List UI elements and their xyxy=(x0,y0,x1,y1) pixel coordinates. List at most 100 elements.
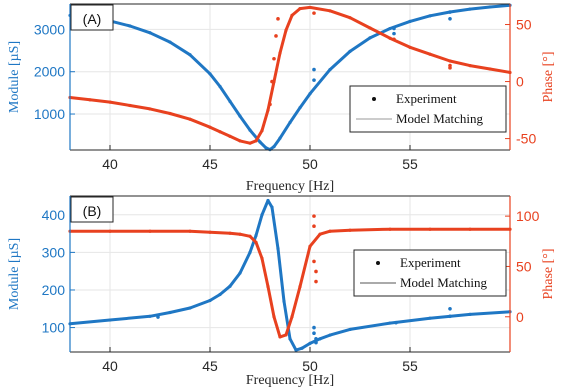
data-point xyxy=(468,7,472,11)
x-tick-label: 50 xyxy=(302,156,318,172)
y-right-tick-label: 100 xyxy=(516,208,540,224)
data-point xyxy=(300,346,304,350)
data-point xyxy=(298,106,302,110)
data-point xyxy=(348,49,352,53)
experiment-marker xyxy=(312,78,316,82)
data-point xyxy=(298,6,302,11)
y-right-tick-label: 50 xyxy=(516,17,532,33)
data-point xyxy=(328,229,332,233)
experiment-marker xyxy=(448,10,452,14)
data-point xyxy=(278,51,282,55)
experiment-marker xyxy=(312,214,316,218)
data-point xyxy=(260,129,264,133)
data-point xyxy=(272,145,276,149)
data-point xyxy=(188,53,192,57)
experiment-marker xyxy=(272,56,276,61)
data-point xyxy=(276,247,280,251)
data-point xyxy=(266,108,270,112)
data-point xyxy=(348,16,352,20)
data-point xyxy=(318,232,322,236)
experiment-marker xyxy=(312,224,316,228)
data-point xyxy=(428,14,432,18)
data-point xyxy=(168,40,172,44)
data-point xyxy=(388,36,392,40)
data-point xyxy=(260,256,264,260)
data-point xyxy=(264,146,268,150)
module-experiment-line xyxy=(69,3,511,152)
data-point xyxy=(254,233,258,238)
legend-model-label: Model Matching xyxy=(396,111,484,126)
experiment-marker xyxy=(156,315,160,319)
x-axis-label: Frequency [Hz] xyxy=(246,373,334,388)
data-point xyxy=(488,5,492,9)
data-point xyxy=(368,26,372,30)
experiment-marker xyxy=(392,37,396,42)
data-point xyxy=(238,114,242,118)
data-point xyxy=(168,111,172,116)
x-axis-label: Frequency [Hz] xyxy=(246,179,334,194)
data-point xyxy=(238,232,242,236)
data-point xyxy=(254,240,258,244)
data-point xyxy=(148,314,152,318)
data-point xyxy=(428,316,432,320)
legend-experiment-label: Experiment xyxy=(400,255,461,270)
experiment-marker xyxy=(392,26,396,31)
data-point xyxy=(108,318,112,322)
y-left-tick-label: 2000 xyxy=(34,64,65,80)
data-point xyxy=(272,315,276,319)
data-point xyxy=(260,213,264,217)
y-left-tick-label: 3000 xyxy=(34,21,65,37)
panel-a: 40 45 50 55 1000 2000 3000 -50 0 50 Frequency [Hz]… xyxy=(7,3,556,194)
data-point xyxy=(318,337,322,341)
data-point xyxy=(266,284,270,289)
data-point xyxy=(188,306,192,310)
experiment-marker xyxy=(312,331,316,336)
experiment-marker xyxy=(276,17,280,21)
experiment-marker xyxy=(312,259,316,264)
data-point xyxy=(448,59,452,63)
data-point xyxy=(278,136,282,140)
data-point xyxy=(368,36,372,40)
data-point xyxy=(128,24,132,28)
x-tick-label: 45 xyxy=(202,156,218,172)
data-point xyxy=(278,335,282,339)
panel-label-box xyxy=(70,196,114,223)
experiment-marker xyxy=(448,66,452,70)
data-point xyxy=(188,229,192,233)
data-point xyxy=(488,67,492,71)
data-point xyxy=(218,84,222,89)
data-point xyxy=(328,9,332,13)
data-point xyxy=(428,227,432,231)
panel-label-box xyxy=(70,4,114,31)
x-tick-label: 40 xyxy=(102,156,118,172)
experiment-marker xyxy=(314,337,318,341)
data-point xyxy=(284,333,288,337)
data-point xyxy=(208,230,212,234)
y-right-axis-label: Phase [°] xyxy=(541,248,556,299)
legend-experiment-marker xyxy=(372,97,376,101)
data-point xyxy=(248,128,252,132)
data-point xyxy=(308,92,312,96)
x-tick-label: 55 xyxy=(402,156,418,172)
legend-model-label: Model Matching xyxy=(400,275,488,290)
experiment-marker xyxy=(312,67,316,72)
data-point xyxy=(290,13,294,18)
experiment-marker xyxy=(392,31,396,36)
y-left-tick-label: 200 xyxy=(42,282,66,298)
data-point xyxy=(228,99,232,103)
data-point xyxy=(238,271,242,275)
y-left-axis-label: Module [µS] xyxy=(7,238,22,310)
data-point xyxy=(208,72,212,76)
data-point xyxy=(290,315,294,319)
data-point xyxy=(248,250,252,254)
data-point xyxy=(148,229,152,233)
data-point xyxy=(294,348,298,352)
data-point xyxy=(308,244,312,248)
data-point xyxy=(128,103,132,108)
data-point xyxy=(248,141,252,145)
data-point xyxy=(228,284,232,288)
y-left-tick-label: 1000 xyxy=(34,106,65,122)
data-point xyxy=(428,52,432,56)
data-point xyxy=(148,107,152,111)
